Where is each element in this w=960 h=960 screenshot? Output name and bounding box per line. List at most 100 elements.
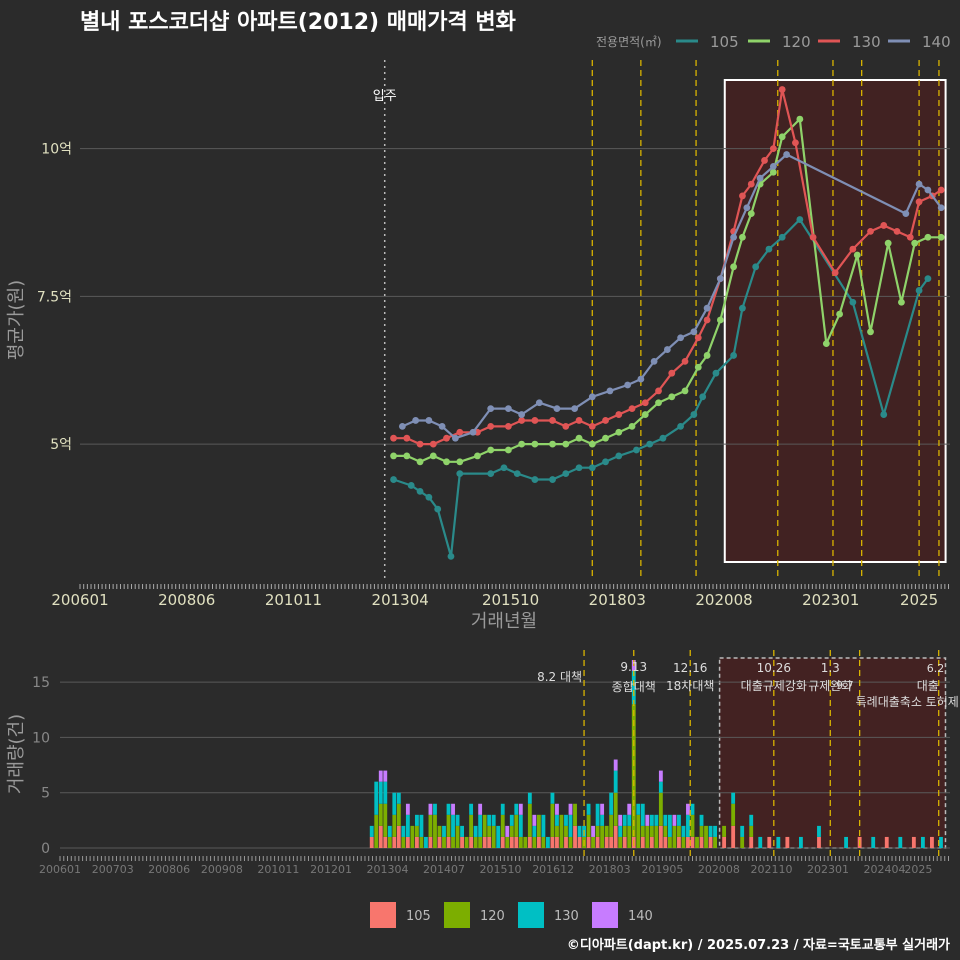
volume-bar-120: [536, 814, 541, 837]
volume-bar-120: [645, 825, 650, 848]
volume-bar-105: [383, 836, 388, 848]
x-tick-label: 201510: [479, 863, 521, 876]
volume-bar-130: [405, 814, 410, 837]
volume-bar-120: [658, 792, 663, 826]
volume-bar-105: [446, 836, 451, 848]
volume-bar-105: [586, 836, 591, 848]
data-point-120: [796, 115, 804, 123]
volume-bar-105: [749, 836, 754, 848]
volume-bar-130: [545, 836, 550, 848]
y-tick-label: 10: [32, 730, 50, 746]
data-point-140: [663, 346, 671, 353]
volume-bar-105: [604, 836, 609, 848]
policy-date: 9.13: [620, 660, 647, 674]
data-point-105: [447, 552, 455, 560]
volume-bar-130: [424, 836, 428, 848]
data-point-120: [694, 363, 702, 371]
data-point-120: [390, 452, 397, 460]
data-point-105: [849, 298, 857, 306]
volume-bar-130: [677, 814, 681, 826]
data-point-130: [747, 180, 755, 188]
data-point-130: [416, 440, 424, 448]
volume-bar-105: [555, 836, 559, 848]
volume-bar-120: [455, 825, 460, 848]
volume-bar-120: [677, 825, 681, 837]
data-point-120: [739, 233, 746, 241]
x-tick-label: 200703: [92, 863, 134, 876]
x-tick-label: 200806: [148, 863, 190, 876]
volume-bar-130: [509, 814, 514, 826]
policy-label: 대출규제강화: [741, 679, 807, 693]
volume-bar-120: [442, 836, 446, 848]
y-tick-label: 10억: [41, 142, 72, 158]
volume-bar-120: [527, 803, 532, 837]
volume-bar-105: [527, 836, 532, 848]
data-point-130: [778, 86, 786, 93]
volume-bar-130: [369, 825, 374, 837]
volume-bar-120: [573, 803, 577, 826]
volume-bar-120: [586, 814, 591, 837]
data-point-140: [553, 405, 561, 413]
volume-bar-130: [627, 814, 632, 826]
volume-bar-105: [428, 836, 433, 848]
volume-bar-130: [699, 814, 704, 826]
volume-bar-130: [532, 825, 537, 837]
volume-bar-130: [622, 814, 627, 826]
volume-bar-130: [487, 814, 492, 826]
volume-bar-130: [690, 803, 695, 815]
highlight-region: [723, 79, 947, 563]
data-point-105: [588, 464, 596, 472]
volume-bar-140: [600, 803, 605, 815]
data-point-140: [769, 162, 777, 170]
x-tick-label: 202008: [698, 863, 740, 876]
chart-title: 별내 포스코더샵 아파트(2012) 매매가격 변화: [80, 10, 516, 35]
volume-bar-105: [577, 836, 582, 848]
volume-bar-130: [500, 803, 505, 815]
data-point-130: [906, 233, 914, 241]
data-point-130: [893, 227, 901, 235]
policy-label: 특례대출축소 토허제 해: [856, 695, 960, 709]
volume-bar-120: [622, 825, 627, 837]
data-point-130: [562, 422, 570, 430]
data-point-130: [937, 186, 945, 194]
x-tick-label: 201011: [265, 591, 322, 609]
x-tick-label: 202301: [807, 863, 849, 876]
data-point-120: [615, 428, 623, 436]
data-point-130: [739, 192, 746, 200]
volume-bar-120: [387, 836, 392, 848]
data-point-105: [390, 476, 397, 483]
volume-bar-130: [446, 803, 451, 815]
y-tick-label: 15: [32, 675, 50, 691]
volume-bar-130: [898, 836, 903, 848]
volume-bar-120: [419, 836, 424, 848]
volume-bar-140: [428, 803, 433, 815]
volume-bar-130: [541, 814, 546, 837]
volume-bar-120: [514, 814, 519, 837]
policy-date: 12.16: [673, 661, 707, 675]
volume-bar-130: [713, 825, 717, 837]
volume-bar-140: [518, 803, 523, 815]
data-point-120: [443, 458, 450, 466]
data-point-120: [937, 233, 945, 241]
series-line-105: [393, 218, 929, 558]
data-point-120: [769, 168, 777, 176]
volume-bar-105: [405, 836, 410, 848]
volume-bar-130: [518, 814, 523, 837]
data-point-140: [637, 375, 645, 383]
data-point-120: [867, 328, 874, 336]
volume-bar-105: [469, 836, 474, 848]
volume-bar-120: [636, 814, 641, 848]
volume-bar-140: [378, 770, 383, 782]
volume-bar-120: [681, 836, 686, 848]
volume-bar-130: [663, 814, 668, 826]
data-point-130: [681, 357, 689, 365]
volume-bar-120: [437, 825, 442, 837]
volume-bar-130: [442, 825, 446, 837]
volume-bar-120: [555, 825, 559, 837]
volume-bar-120: [609, 814, 614, 837]
volume-bar-120: [414, 825, 419, 837]
volume-bar-130: [469, 803, 474, 815]
volume-bar-120: [672, 825, 677, 848]
volume-bar-130: [920, 836, 925, 848]
volume-bar-105: [690, 836, 695, 848]
